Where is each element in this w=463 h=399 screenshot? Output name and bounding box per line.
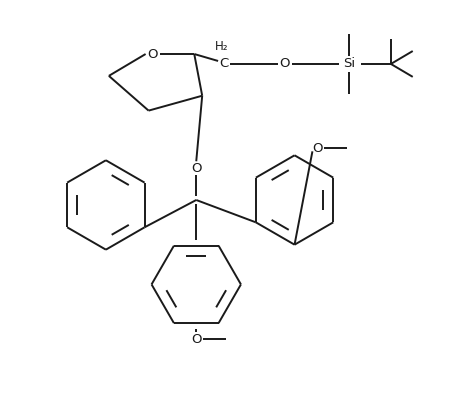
Text: C: C [219,57,229,71]
Text: O: O [279,57,290,71]
Text: Si: Si [343,57,355,71]
Text: O: O [191,332,201,346]
Text: O: O [191,162,201,175]
Text: H₂: H₂ [215,40,229,53]
Text: O: O [147,47,158,61]
Text: O: O [312,142,323,155]
